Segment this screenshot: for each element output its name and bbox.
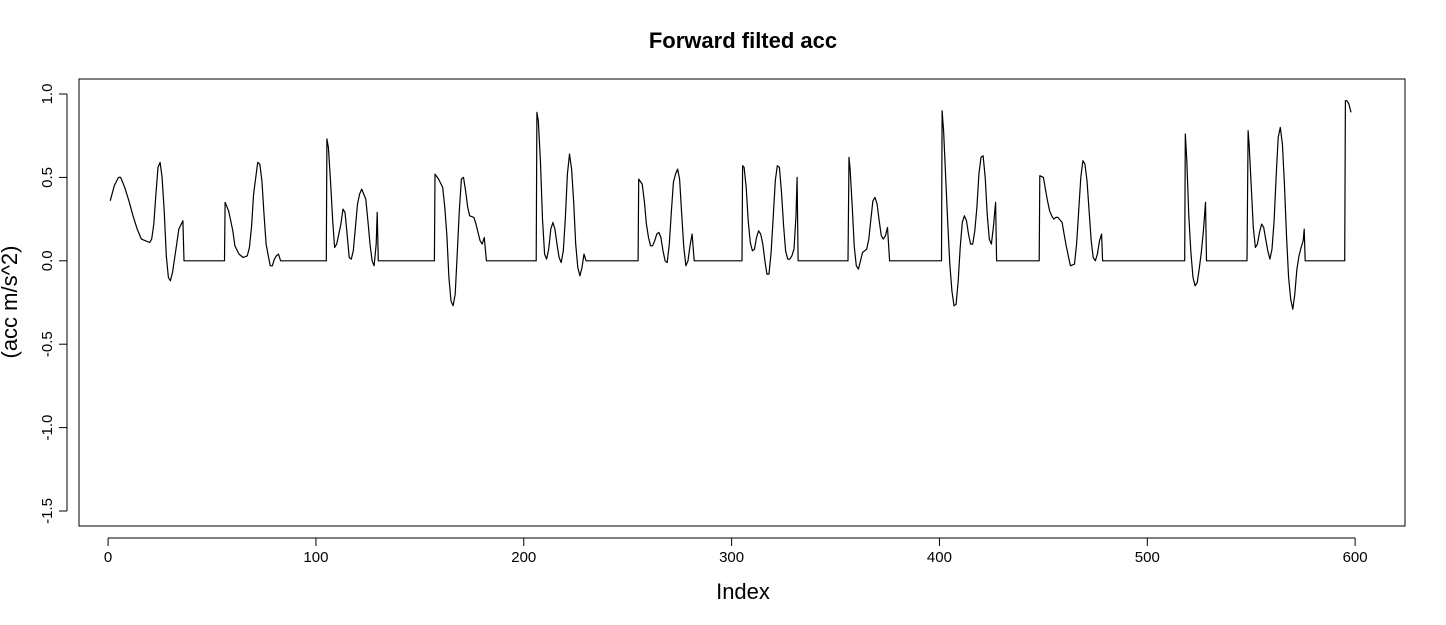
y-tick-label: 0.5 [39, 167, 56, 188]
x-tick-label: 100 [303, 549, 328, 566]
y-tick-label: 1.0 [39, 84, 56, 105]
y-axis: -1.5 -1.0 -0.5 0.0 0.5 1.0 [39, 84, 68, 524]
x-tick-label: 500 [1135, 549, 1160, 566]
x-tick-label: 300 [719, 549, 744, 566]
y-tick-label: -0.5 [39, 331, 56, 357]
x-axis-label: Index [716, 579, 770, 604]
y-tick-label: -1.0 [39, 415, 56, 441]
y-tick-label: 0.0 [39, 250, 56, 271]
x-tick-label: 400 [927, 549, 952, 566]
x-axis: 0 100 200 300 400 500 600 [104, 537, 1368, 566]
y-tick-label: -1.5 [39, 498, 56, 524]
x-tick-label: 200 [511, 549, 536, 566]
x-tick-label: 600 [1343, 549, 1368, 566]
x-tick-label: 0 [104, 549, 112, 566]
series-line [109, 100, 1352, 310]
chart-title: Forward filted acc [649, 28, 837, 53]
y-axis-label: (acc m/s^2) [0, 246, 22, 359]
plot-frame [78, 78, 1406, 527]
